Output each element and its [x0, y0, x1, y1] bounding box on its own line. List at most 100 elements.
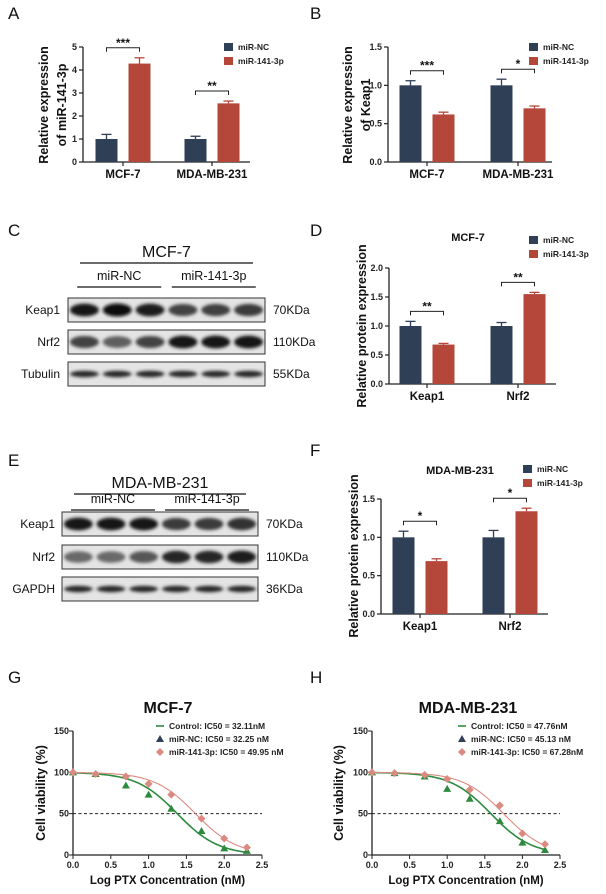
- protein-label: Keap1: [20, 517, 55, 531]
- protein-band: [201, 335, 231, 349]
- significance-bracket: [501, 281, 535, 287]
- bar-mir-141-3p: [432, 344, 455, 384]
- significance-stars: ***: [420, 59, 434, 73]
- blot-membrane: [61, 544, 259, 570]
- diamond-marker: [167, 790, 176, 799]
- x-tick-label: 0.0: [67, 860, 80, 870]
- x-tick-label: 1.0: [142, 860, 155, 870]
- protein-band: [102, 336, 132, 348]
- chart-title: MCF-7: [144, 700, 193, 717]
- category-label: MDA-MB-231: [177, 169, 249, 181]
- panel-label-e: E: [8, 451, 19, 470]
- triangle-marker: [540, 846, 549, 854]
- diamond-marker: [465, 785, 474, 794]
- y-tick-label: 1: [72, 134, 77, 144]
- y-tick-label: 0.5: [369, 119, 382, 129]
- legend-label: miR-NC: IC50 = 32.25 nM: [169, 734, 269, 744]
- significance-stars: ***: [116, 36, 130, 50]
- molecular-weight-label: 70KDa: [266, 517, 303, 531]
- y-axis-label: Relative protein expression: [355, 244, 369, 407]
- y-tick-label: 4: [72, 65, 77, 75]
- protein-band: [234, 370, 264, 378]
- x-tick-label: 1.5: [180, 860, 193, 870]
- legend-swatch-mir-nc: [529, 236, 538, 244]
- triangle-marker: [167, 804, 176, 812]
- bar-mir-nc: [399, 326, 422, 384]
- diamond-marker: [458, 748, 466, 756]
- significance-bracket: [403, 520, 437, 526]
- legend-label-mir-nc: miR-NC: [543, 235, 574, 245]
- triangle-marker: [121, 781, 130, 789]
- y-axis-label: Relative protein expression: [347, 474, 361, 637]
- y-axis-label: Cell viability (%): [332, 745, 346, 841]
- significance-stars: *: [516, 57, 521, 71]
- protein-band: [201, 370, 231, 378]
- chart-title: MDA-MB-231: [426, 465, 494, 477]
- triangle-marker: [443, 784, 452, 792]
- bar-mir-141-3p: [425, 561, 448, 614]
- y-axis-label: of miR-141-3p: [55, 63, 69, 146]
- y-tick-label: 0.5: [370, 350, 383, 360]
- y-tick-label: 0: [64, 850, 69, 860]
- panel-label-d: D: [310, 221, 322, 240]
- legend-label: Control: IC50 = 32.11nM: [169, 721, 265, 731]
- protein-band: [129, 517, 159, 531]
- x-tick-label: 2.5: [554, 860, 567, 870]
- y-tick-label: 0.5: [362, 571, 375, 581]
- x-tick-label: 0.5: [403, 860, 416, 870]
- y-tick-label: 100: [353, 767, 368, 777]
- protein-band: [135, 370, 165, 378]
- protein-band: [102, 303, 132, 317]
- triangle-marker: [495, 817, 504, 825]
- protein-band: [227, 550, 257, 564]
- significance-bracket: [501, 68, 535, 74]
- protein-band: [135, 303, 165, 317]
- triangle-marker: [518, 838, 527, 846]
- bar-mir-nc: [490, 326, 513, 384]
- triangle-marker: [220, 844, 229, 852]
- y-tick-label: 150: [353, 726, 368, 736]
- legend-label: miR-141-3p: IC50 = 67.28nM: [471, 747, 583, 757]
- protein-band: [63, 585, 93, 593]
- significance-bracket: [410, 70, 444, 75]
- diamond-marker: [156, 748, 164, 756]
- y-tick-label: 150: [54, 726, 69, 736]
- group-label: miR-141-3p: [174, 492, 239, 506]
- molecular-weight-label: 70KDa: [273, 303, 310, 317]
- legend-label-mir-141-3p: miR-141-3p: [543, 56, 589, 66]
- bar-mir-141-3p: [217, 103, 240, 162]
- blot-membrane: [61, 576, 259, 602]
- legend-swatch-mir-nc: [523, 465, 532, 473]
- bar-mir-nc: [482, 537, 505, 614]
- y-tick-label: 1.5: [362, 494, 375, 504]
- diamond-marker: [420, 770, 429, 779]
- y-tick-label: 50: [59, 809, 69, 819]
- protein-band: [102, 370, 132, 378]
- legend-label-mir-nc: miR-NC: [537, 464, 568, 474]
- significance-stars: **: [422, 299, 432, 313]
- protein-band: [69, 370, 99, 378]
- legend-swatch-mir-nc: [529, 43, 538, 51]
- legend-swatch-mir-141-3p: [529, 250, 538, 258]
- x-tick-label: 2.5: [256, 860, 269, 870]
- category-label: MCF-7: [409, 169, 444, 181]
- blot-membrane: [61, 511, 259, 537]
- protein-band: [194, 585, 224, 593]
- curve-chart-h: 0 50 100 150 0.0 0.5 1.0 1.5 2.0 2.5 Log PTX Conce…: [332, 700, 583, 887]
- legend-label-mir-141-3p: miR-141-3p: [537, 478, 583, 488]
- significance-bracket: [410, 310, 444, 316]
- bar-chart-b: 0.0 0.5 1.0 1.5 Relative expression of Keap1 M…: [341, 42, 589, 181]
- panel-label-c: C: [8, 221, 20, 240]
- diamond-marker: [69, 768, 77, 777]
- y-tick-label: 1.0: [362, 532, 375, 542]
- legend-label: miR-NC: IC50 = 45.13 nM: [471, 734, 571, 744]
- protein-band: [96, 585, 126, 593]
- legend-swatch-mir-141-3p: [529, 57, 538, 65]
- y-tick-label: 1.5: [369, 42, 382, 52]
- bar-mir-nc: [95, 139, 118, 162]
- bar-mir-nc: [392, 537, 415, 614]
- y-tick-label: 0: [363, 850, 368, 860]
- y-tick-label: 2: [72, 111, 77, 121]
- protein-band: [96, 551, 126, 563]
